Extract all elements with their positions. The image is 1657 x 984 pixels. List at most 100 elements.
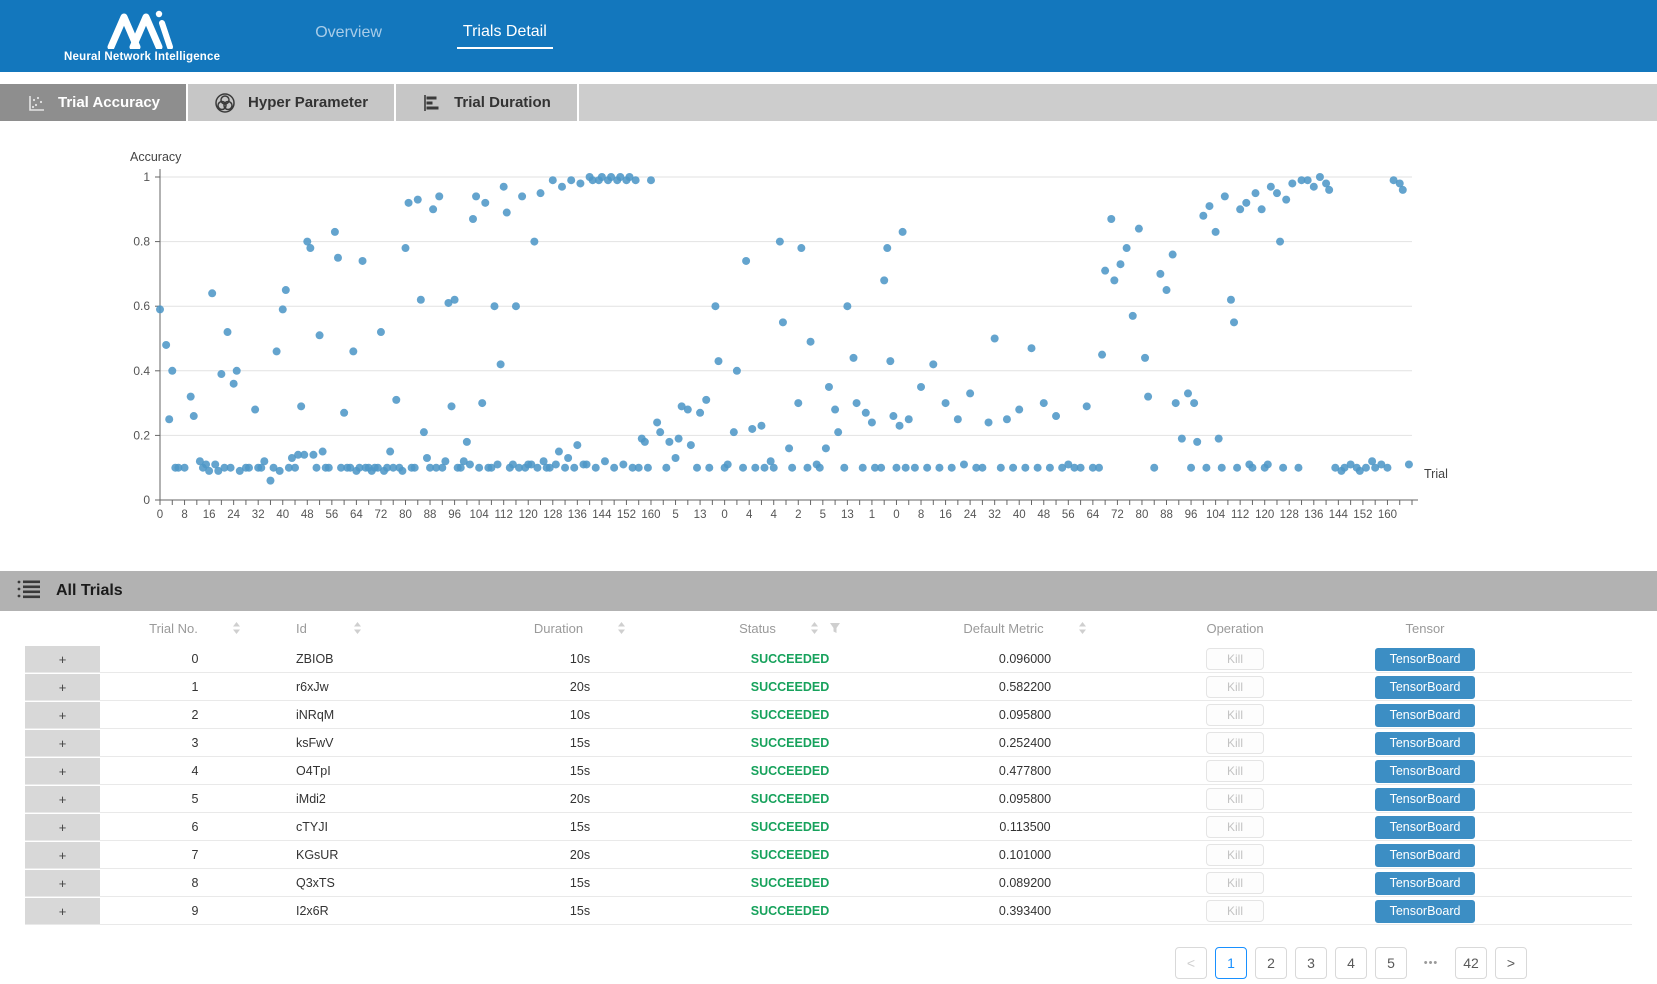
- scatter-point[interactable]: [770, 464, 778, 472]
- scatter-point[interactable]: [1362, 464, 1370, 472]
- scatter-point[interactable]: [190, 412, 198, 420]
- scatter-point[interactable]: [1242, 199, 1250, 207]
- scatter-point[interactable]: [552, 460, 560, 468]
- nav-overview[interactable]: Overview: [315, 24, 382, 48]
- scatter-point[interactable]: [537, 189, 545, 197]
- scatter-point[interactable]: [1288, 179, 1296, 187]
- scatter-point[interactable]: [1294, 464, 1302, 472]
- scatter-point[interactable]: [448, 402, 456, 410]
- scatter-point[interactable]: [635, 464, 643, 472]
- scatter-point[interactable]: [665, 438, 673, 446]
- scatter-point[interactable]: [478, 399, 486, 407]
- scatter-point[interactable]: [1310, 183, 1318, 191]
- scatter-point[interactable]: [386, 448, 394, 456]
- scatter-point[interactable]: [834, 428, 842, 436]
- scatter-point[interactable]: [168, 367, 176, 375]
- scatter-point[interactable]: [334, 254, 342, 262]
- scatter-point[interactable]: [886, 357, 894, 365]
- scatter-point[interactable]: [1144, 393, 1152, 401]
- scatter-point[interactable]: [555, 448, 563, 456]
- scatter-point[interactable]: [156, 305, 164, 313]
- scatter-point[interactable]: [892, 464, 900, 472]
- scatter-point[interactable]: [1141, 354, 1149, 362]
- scatter-point[interactable]: [217, 370, 225, 378]
- scatter-point[interactable]: [757, 422, 765, 430]
- column-header-id[interactable]: Id: [290, 621, 480, 636]
- kill-button[interactable]: Kill: [1206, 872, 1264, 894]
- scatter-point[interactable]: [1230, 318, 1238, 326]
- scatter-point[interactable]: [868, 418, 876, 426]
- scatter-point[interactable]: [273, 347, 281, 355]
- expand-row-button[interactable]: +: [25, 674, 100, 700]
- scatter-point[interactable]: [1172, 399, 1180, 407]
- tensorboard-button[interactable]: TensorBoard: [1375, 816, 1475, 839]
- scatter-point[interactable]: [309, 451, 317, 459]
- tensorboard-button[interactable]: TensorBoard: [1375, 676, 1475, 699]
- scatter-point[interactable]: [880, 276, 888, 284]
- scatter-point[interactable]: [349, 347, 357, 355]
- tensorboard-button[interactable]: TensorBoard: [1375, 648, 1475, 671]
- scatter-point[interactable]: [497, 360, 505, 368]
- scatter-point[interactable]: [1233, 464, 1241, 472]
- scatter-point[interactable]: [1190, 399, 1198, 407]
- scatter-point[interactable]: [929, 360, 937, 368]
- scatter-point[interactable]: [1129, 312, 1137, 320]
- scatter-point[interactable]: [490, 302, 498, 310]
- pagination-page-2[interactable]: 2: [1255, 947, 1287, 979]
- scatter-point[interactable]: [1215, 435, 1223, 443]
- scatter-point[interactable]: [1193, 438, 1201, 446]
- scatter-point[interactable]: [942, 399, 950, 407]
- scatter-point[interactable]: [601, 457, 609, 465]
- scatter-point[interactable]: [518, 192, 526, 200]
- scatter-point[interactable]: [1202, 464, 1210, 472]
- scatter-point[interactable]: [948, 464, 956, 472]
- scatter-point[interactable]: [1003, 415, 1011, 423]
- sort-carets-icon[interactable]: [617, 621, 626, 635]
- scatter-point[interactable]: [1325, 186, 1333, 194]
- scatter-point[interactable]: [162, 341, 170, 349]
- scatter-point[interactable]: [902, 464, 910, 472]
- pagination-page-42[interactable]: 42: [1455, 947, 1487, 979]
- scatter-point[interactable]: [429, 205, 437, 213]
- kill-button[interactable]: Kill: [1206, 760, 1264, 782]
- scatter-point[interactable]: [300, 451, 308, 459]
- scatter-point[interactable]: [1304, 176, 1312, 184]
- scatter-point[interactable]: [644, 464, 652, 472]
- scatter-point[interactable]: [978, 464, 986, 472]
- scatter-point[interactable]: [276, 467, 284, 475]
- scatter-point[interactable]: [1123, 244, 1131, 252]
- kill-button[interactable]: Kill: [1206, 676, 1264, 698]
- scatter-point[interactable]: [705, 464, 713, 472]
- scatter-point[interactable]: [306, 244, 314, 252]
- scatter-point[interactable]: [896, 422, 904, 430]
- scatter-point[interactable]: [917, 383, 925, 391]
- scatter-point[interactable]: [788, 464, 796, 472]
- scatter-point[interactable]: [641, 438, 649, 446]
- scatter-point[interactable]: [1236, 205, 1244, 213]
- kill-button[interactable]: Kill: [1206, 648, 1264, 670]
- tensorboard-button[interactable]: TensorBoard: [1375, 732, 1475, 755]
- scatter-point[interactable]: [822, 444, 830, 452]
- scatter-point[interactable]: [472, 192, 480, 200]
- scatter-point[interactable]: [711, 302, 719, 310]
- scatter-point[interactable]: [923, 464, 931, 472]
- scatter-point[interactable]: [730, 428, 738, 436]
- scatter-point[interactable]: [297, 402, 305, 410]
- expand-row-button[interactable]: +: [25, 730, 100, 756]
- scatter-point[interactable]: [1178, 435, 1186, 443]
- kill-button[interactable]: Kill: [1206, 704, 1264, 726]
- scatter-point[interactable]: [564, 454, 572, 462]
- scatter-point[interactable]: [319, 448, 327, 456]
- scatter-point[interactable]: [469, 215, 477, 223]
- scatter-point[interactable]: [260, 457, 268, 465]
- expand-row-button[interactable]: +: [25, 646, 100, 672]
- scatter-point[interactable]: [997, 464, 1005, 472]
- scatter-point[interactable]: [610, 464, 618, 472]
- column-header-status[interactable]: Status: [680, 621, 900, 636]
- pagination-page-3[interactable]: 3: [1295, 947, 1327, 979]
- scatter-point[interactable]: [889, 412, 897, 420]
- scatter-point[interactable]: [414, 196, 422, 204]
- scatter-point[interactable]: [850, 354, 858, 362]
- scatter-point[interactable]: [1135, 225, 1143, 233]
- nav-trials-detail[interactable]: Trials Detail: [457, 23, 553, 49]
